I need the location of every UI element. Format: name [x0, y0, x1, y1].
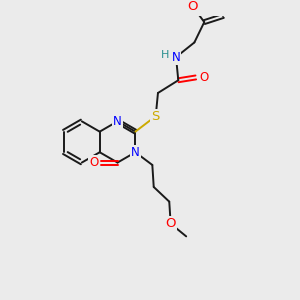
Text: O: O: [199, 71, 208, 84]
Text: N: N: [172, 51, 180, 64]
Text: N: N: [113, 115, 122, 128]
Text: H: H: [161, 50, 170, 60]
Text: S: S: [152, 110, 160, 123]
Text: N: N: [131, 146, 140, 159]
Text: O: O: [187, 0, 198, 13]
Text: O: O: [89, 156, 98, 169]
Text: O: O: [165, 217, 176, 230]
